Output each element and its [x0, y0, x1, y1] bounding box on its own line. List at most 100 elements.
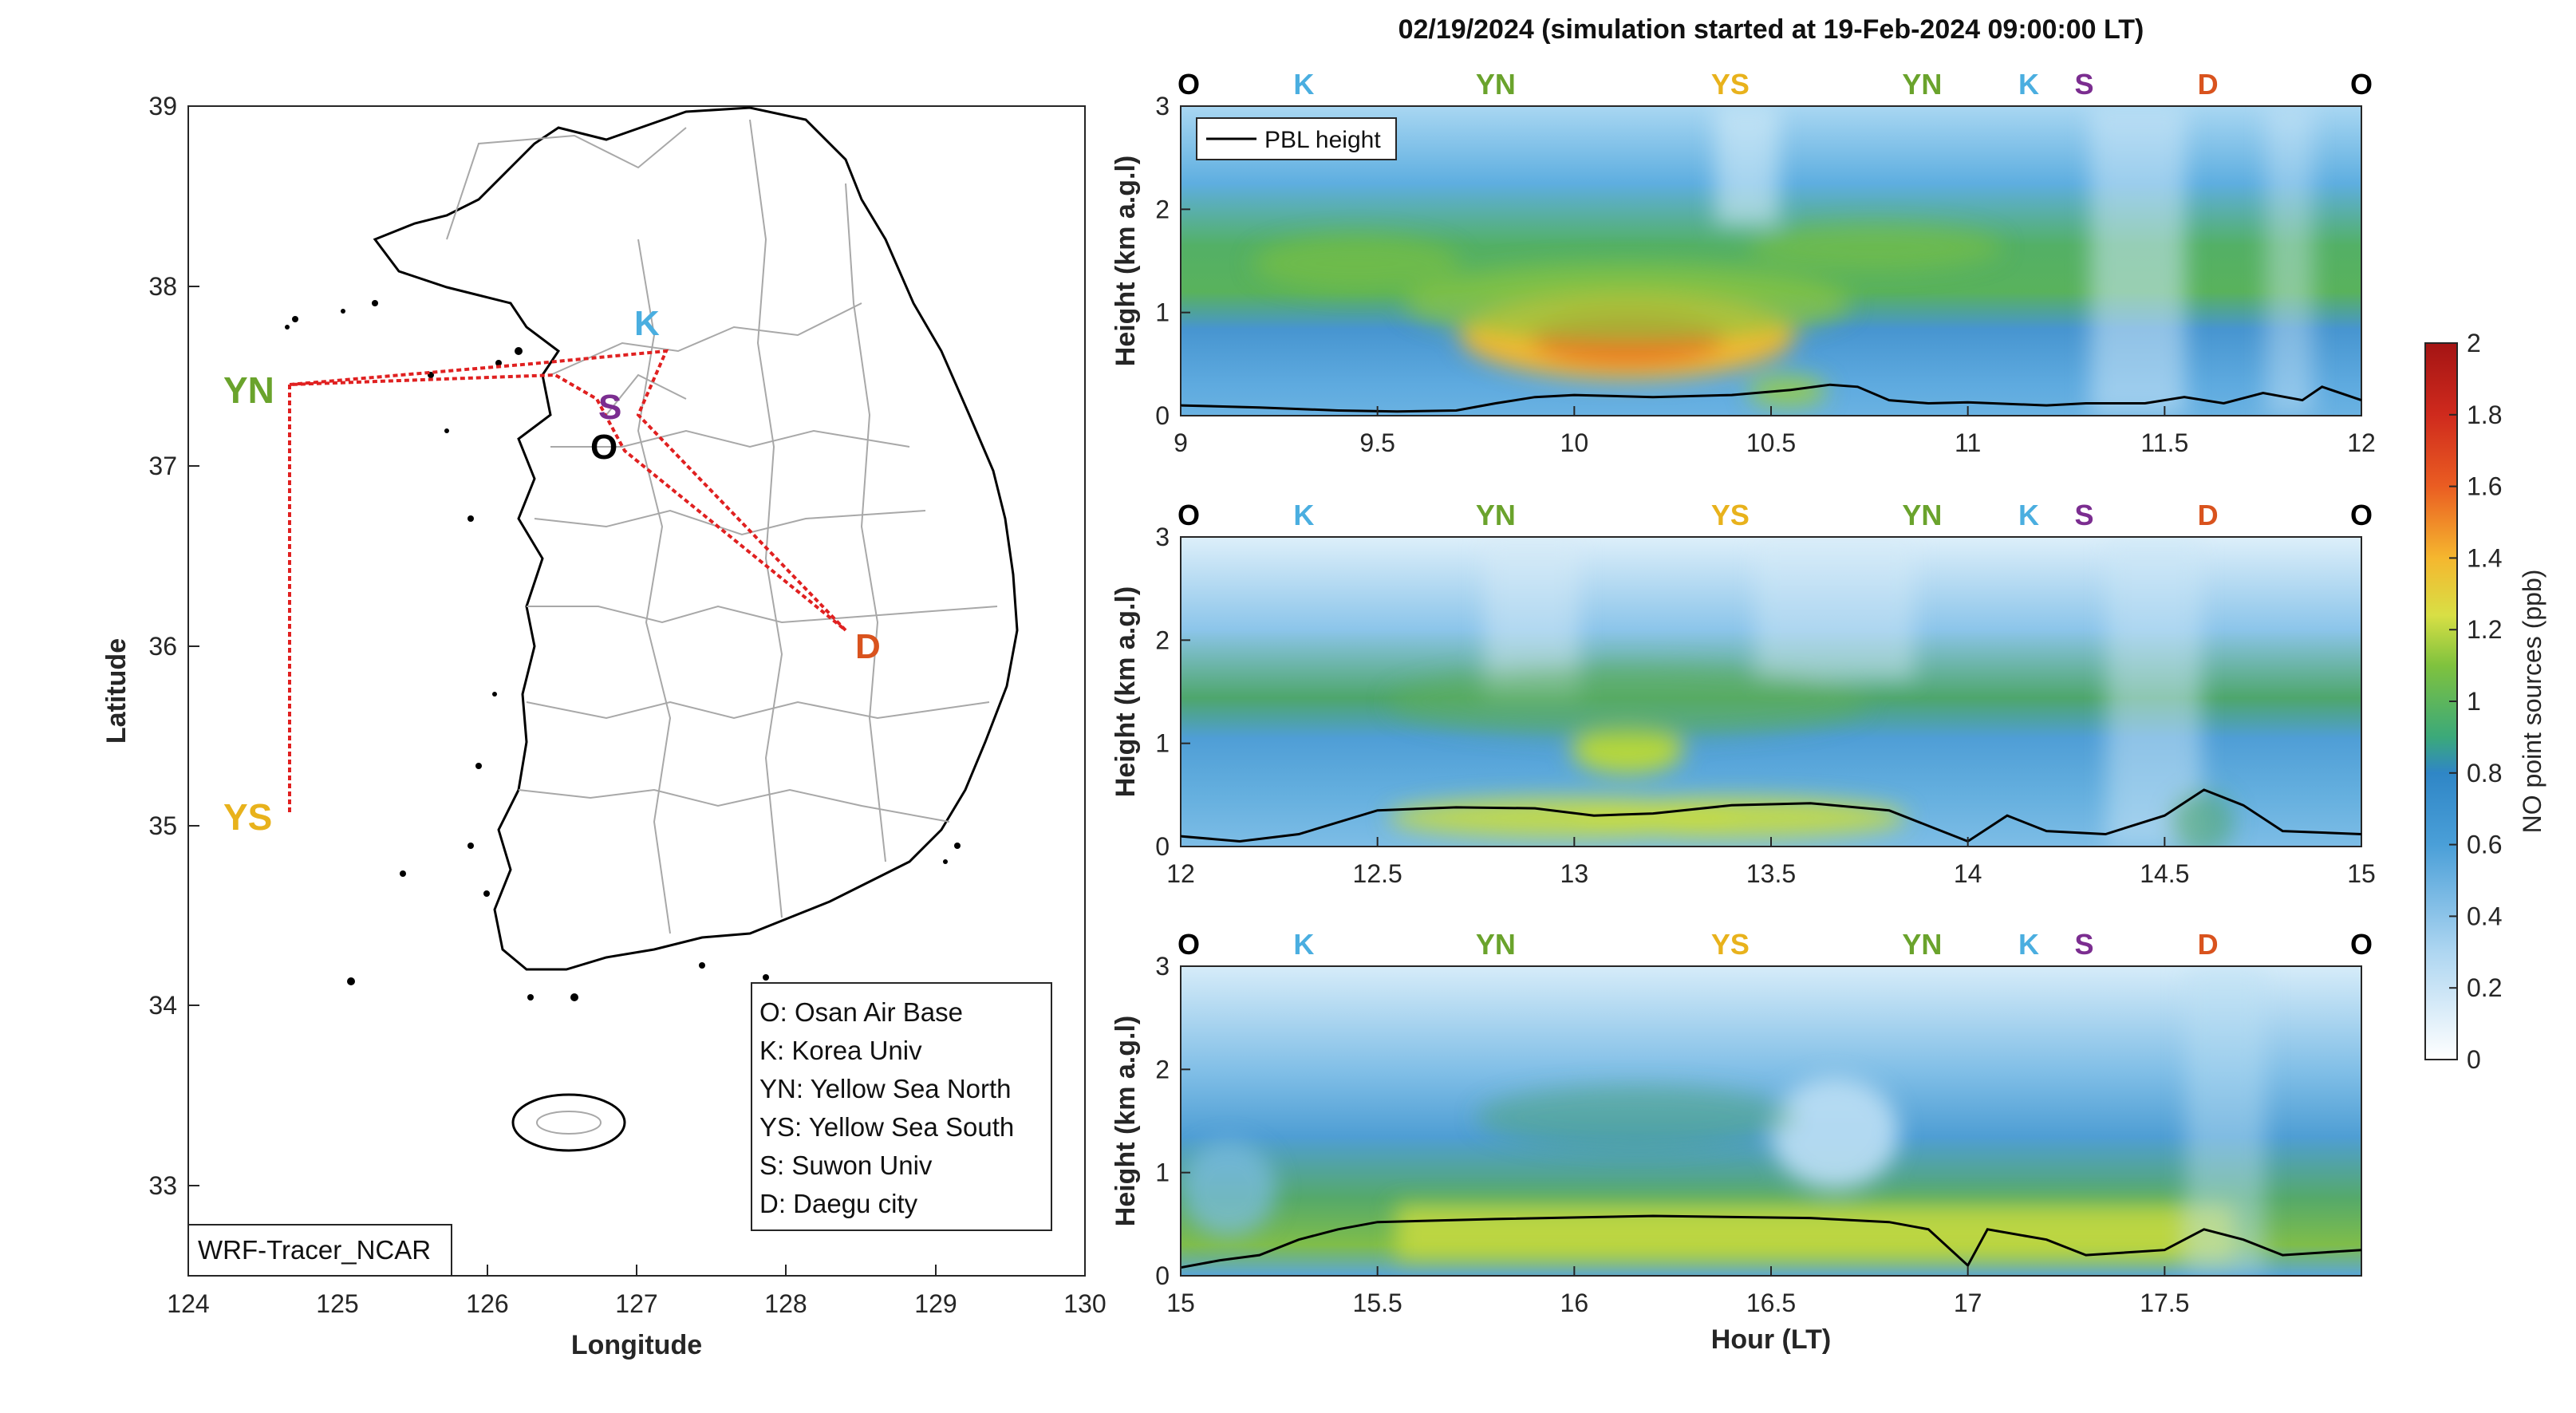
site-label-K: K: [1293, 68, 1314, 101]
jeju-island: [511, 1093, 626, 1152]
map-x-tick-label: 125: [316, 1289, 358, 1318]
site-label-S: S: [2075, 499, 2094, 531]
x-tick-label: 11.5: [2140, 428, 2188, 457]
map-site-S: S: [598, 388, 621, 427]
x-tick-label: 17.5: [2140, 1289, 2189, 1317]
x-tick-label: 12.5: [1353, 859, 1402, 888]
site-labels-3: O K YN YS YN K S D O: [1178, 928, 2373, 961]
x-tick-label: 12: [2347, 428, 2376, 457]
site-label-YS: YS: [1711, 499, 1750, 531]
figure-title: 02/19/2024 (simulation started at 19-Feb…: [1398, 14, 2144, 45]
map-x-tick-label: 127: [615, 1289, 657, 1318]
x-tick-label: 10: [1560, 428, 1589, 457]
colorbar-tick-label: 1.2: [2467, 615, 2502, 644]
y-tick-label: 2: [1155, 1055, 1170, 1083]
colorbar-tick-label: 1.6: [2467, 472, 2502, 501]
site-label-S: S: [2075, 68, 2094, 101]
map-panel: K S O D YN YS 124 125 126 127 128 129 13…: [101, 92, 1107, 1360]
site-label-YN: YN: [1476, 68, 1516, 101]
y-axis-label-1: Height (km a.g.l): [1110, 156, 1141, 366]
map-x-ticks: 124 125 126 127 128 129 130: [167, 1265, 1107, 1318]
x-tick-label: 15: [2347, 859, 2376, 888]
site-label-D: D: [2198, 928, 2219, 961]
site-label-YN: YN: [1902, 499, 1942, 531]
pbl-legend-label: PBL height: [1264, 127, 1381, 153]
site-legend-box: [751, 982, 1052, 1231]
map-y-tick-label: 33: [148, 1171, 177, 1200]
x-tick-label: 15.5: [1353, 1289, 1402, 1317]
colorbar-tick-label: 0.4: [2467, 902, 2502, 930]
islands: [285, 300, 961, 1001]
y-tick-label: 1: [1155, 298, 1170, 327]
map-x-tick-label: 128: [764, 1289, 807, 1318]
site-label-D: D: [2198, 499, 2219, 531]
map-y-tick-label: 38: [148, 272, 177, 301]
colorbar-tick-label: 2: [2467, 329, 2481, 357]
colorbar-tick-label: 1: [2467, 687, 2481, 716]
x-tick-label: 13: [1560, 859, 1589, 888]
site-legend: O: Osan Air Base K: Korea Univ YN: Yello…: [751, 982, 1052, 1231]
x-ticks-3: 15 15.5 16 16.5 17 17.5: [1166, 1266, 2189, 1317]
y-tick-label: 0: [1155, 832, 1170, 861]
x-tick-label: 15: [1166, 1289, 1195, 1317]
site-label-O: O: [2350, 928, 2373, 961]
colorbar-tick-label: 0.2: [2467, 973, 2502, 1002]
heatmap-field-3: [1181, 966, 2361, 1276]
pbl-legend: PBL height: [1196, 117, 1397, 160]
site-label-YN: YN: [1476, 499, 1516, 531]
y-ticks-1: 0 1 2 3: [1155, 92, 1190, 430]
site-label-YS: YS: [1711, 68, 1750, 101]
site-label-YN: YN: [1902, 928, 1942, 961]
site-label-YS: YS: [1711, 928, 1750, 961]
map-y-tick-label: 36: [148, 632, 177, 661]
site-labels-2: O K YN YS YN K S D O: [1178, 499, 2373, 531]
map-site-YN: YN: [223, 369, 274, 411]
map-y-axis-label: Latitude: [101, 638, 132, 744]
y-tick-label: 1: [1155, 1158, 1170, 1187]
pbl-height-line-2: [1180, 788, 2362, 843]
map-x-axis-label: Longitude: [571, 1330, 702, 1360]
y-axis-label-2: Height (km a.g.l): [1110, 586, 1141, 797]
site-label-O: O: [2350, 499, 2373, 531]
colorbar-label: NO point sources (ppb): [2518, 570, 2546, 834]
map-x-tick-label: 129: [914, 1289, 957, 1318]
site-label-K: K: [2018, 68, 2039, 101]
x-tick-label: 9.5: [1359, 428, 1395, 457]
map-site-YS: YS: [223, 796, 272, 838]
admin-boundaries: [446, 119, 998, 934]
model-label: WRF-Tracer_NCAR: [198, 1235, 431, 1265]
site-label-O: O: [1178, 928, 1200, 961]
y-tick-label: 1: [1155, 729, 1170, 758]
colorbar: 0 0.2 0.4 0.6 0.8 1 1.2 1.4 1.6 1.8 2 NO point sou…: [2424, 329, 2546, 1074]
x-axis-label-3: Hour (LT): [1711, 1324, 1831, 1355]
site-labels-1: O K YN YS YN K S D O: [1178, 68, 2373, 101]
site-label-K: K: [2018, 499, 2039, 531]
y-axis-label-3: Height (km a.g.l): [1110, 1016, 1141, 1226]
y-ticks-3: 0 1 2 3: [1155, 952, 1190, 1290]
site-label-S: S: [2075, 928, 2094, 961]
y-tick-label: 0: [1155, 1261, 1170, 1290]
x-tick-label: 9: [1174, 428, 1188, 457]
colorbar-tick-label: 0.6: [2467, 831, 2502, 859]
x-tick-label: 13.5: [1746, 859, 1796, 888]
map-x-tick-label: 126: [466, 1289, 508, 1318]
y-tick-label: 2: [1155, 626, 1170, 654]
x-tick-label: 17: [1954, 1289, 1982, 1317]
map-y-tick-label: 37: [148, 452, 177, 480]
x-ticks-2: 12 12.5 13 13.5 14 14.5 15: [1166, 837, 2376, 888]
site-label-K: K: [2018, 928, 2039, 961]
y-tick-label: 2: [1155, 195, 1170, 223]
site-label-YN: YN: [1902, 68, 1942, 101]
site-legend-item: O: Osan Air Base: [759, 997, 963, 1027]
y-tick-label: 3: [1155, 92, 1170, 120]
site-legend-item: YS: Yellow Sea South: [759, 1112, 1014, 1142]
map-y-tick-label: 34: [148, 991, 177, 1020]
pbl-height-line-1: [1180, 383, 2362, 413]
map-x-tick-label: 130: [1063, 1289, 1106, 1318]
site-label-YN: YN: [1476, 928, 1516, 961]
heatmap-field-2: [1181, 537, 2361, 847]
pbl-height-line-3: [1180, 1214, 2362, 1269]
x-tick-label: 12: [1166, 859, 1195, 888]
